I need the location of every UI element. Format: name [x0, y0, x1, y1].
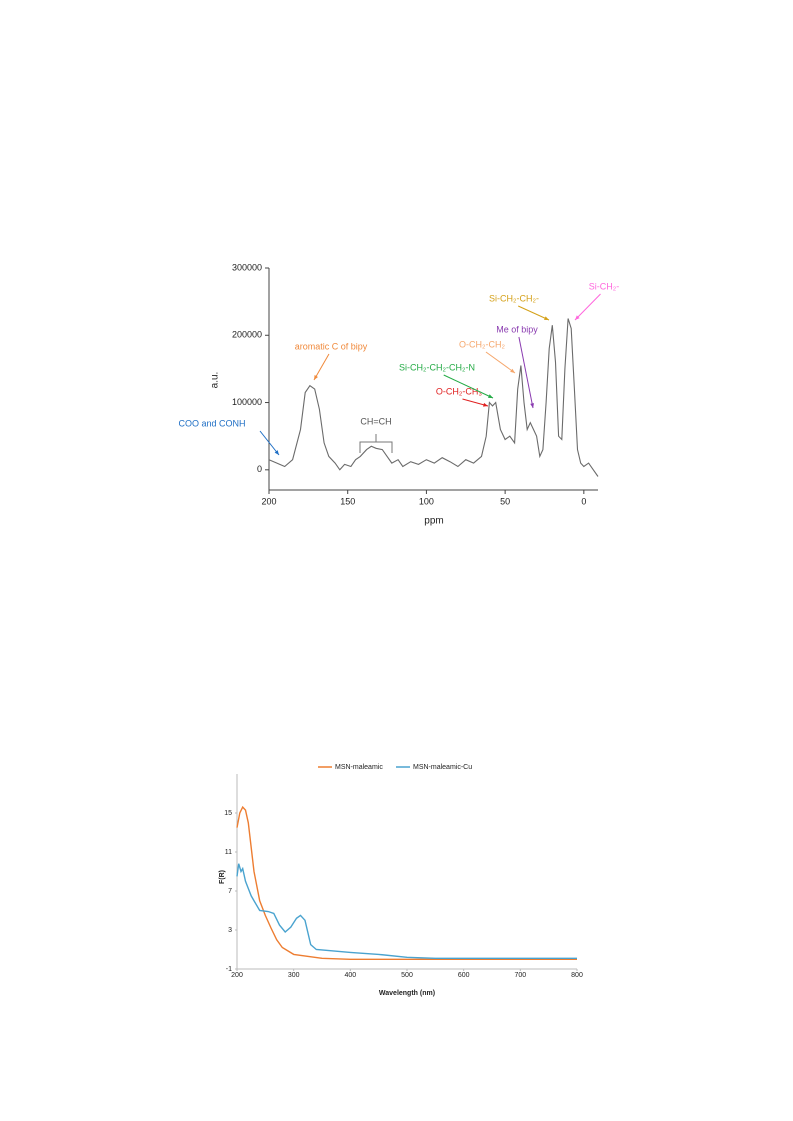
x-tick-label: 400: [344, 972, 356, 979]
arrow-head: [274, 450, 279, 455]
arrow-head: [575, 315, 580, 320]
bracket: [359, 434, 393, 453]
arrow-head: [544, 316, 549, 320]
spectrum-line: [268, 318, 599, 477]
x-tick-label: 800: [571, 972, 583, 979]
y-tick-label: -1: [226, 966, 232, 973]
annotation-arrow: [313, 353, 330, 381]
x-tick-label: 500: [401, 972, 413, 979]
annotation-arrow: [485, 351, 516, 374]
x-tick-label: 0: [581, 496, 586, 506]
series-line: [236, 805, 577, 960]
arrow-head: [530, 403, 535, 408]
y-tick-label: 300000: [232, 262, 262, 272]
y-tick-label: 7: [228, 888, 232, 895]
annotation: O-CH₂-CH₂: [459, 339, 505, 349]
y-tick-label: 0: [257, 464, 262, 474]
annotation: CH=CH: [360, 416, 391, 426]
annotation: Si-CH₂-CH₂-: [489, 293, 539, 303]
x-tick-label: 600: [458, 972, 470, 979]
y-axis-label: a.u.: [210, 372, 221, 389]
arrow-head: [483, 402, 488, 407]
x-tick-label: 200: [231, 972, 243, 979]
x-tick-label: 150: [340, 496, 355, 506]
annotation-arrow: [517, 305, 550, 321]
annotation-arrow: [518, 336, 534, 409]
x-axis-label: ppm: [424, 516, 443, 527]
arrow-head: [510, 368, 515, 373]
x-tick-label: 700: [514, 972, 526, 979]
y-tick-label: 100000: [232, 397, 262, 407]
nmr-chart: ppm a.u. 0 100000 200000 300000 200 150 100 50 0…: [178, 262, 619, 526]
x-tick-label: 50: [500, 496, 510, 506]
y-axis-label: F(R): [219, 870, 226, 884]
y-tick-label: 15: [224, 810, 232, 817]
arrow-head: [314, 375, 318, 380]
y-tick-label: 11: [225, 849, 232, 856]
y-tick-label: 3: [228, 927, 232, 934]
annotation: O-CH₂-CH₃: [436, 386, 482, 396]
annotation-arrow: [443, 374, 494, 399]
y-tick-label: 200000: [232, 330, 262, 340]
annotation-arrow: [574, 293, 601, 321]
x-tick-label: 100: [419, 496, 434, 506]
annotation: Me of bipy: [496, 324, 538, 334]
uv-chart: Wavelength (nm) F(R) -1 3 7 11 15 200 300 400 50…: [219, 764, 583, 997]
annotation-arrow: [259, 430, 280, 456]
x-tick-label: 200: [261, 496, 276, 506]
annotation: Si-CH₂-CH₂-CH₂-N: [399, 362, 475, 372]
legend-label: MSN-maleamic: [335, 764, 383, 771]
x-tick-label: 300: [288, 972, 300, 979]
annotation: Si-CH₂-: [589, 281, 620, 291]
legend-label: MSN-maleamic-Cu: [413, 764, 472, 771]
annotation: aromatic C of bipy: [295, 341, 368, 351]
annotation: COO and CONH: [178, 418, 245, 428]
series-line: [236, 863, 577, 959]
arrow-head: [488, 394, 493, 398]
x-axis-label: Wavelength (nm): [379, 990, 435, 997]
